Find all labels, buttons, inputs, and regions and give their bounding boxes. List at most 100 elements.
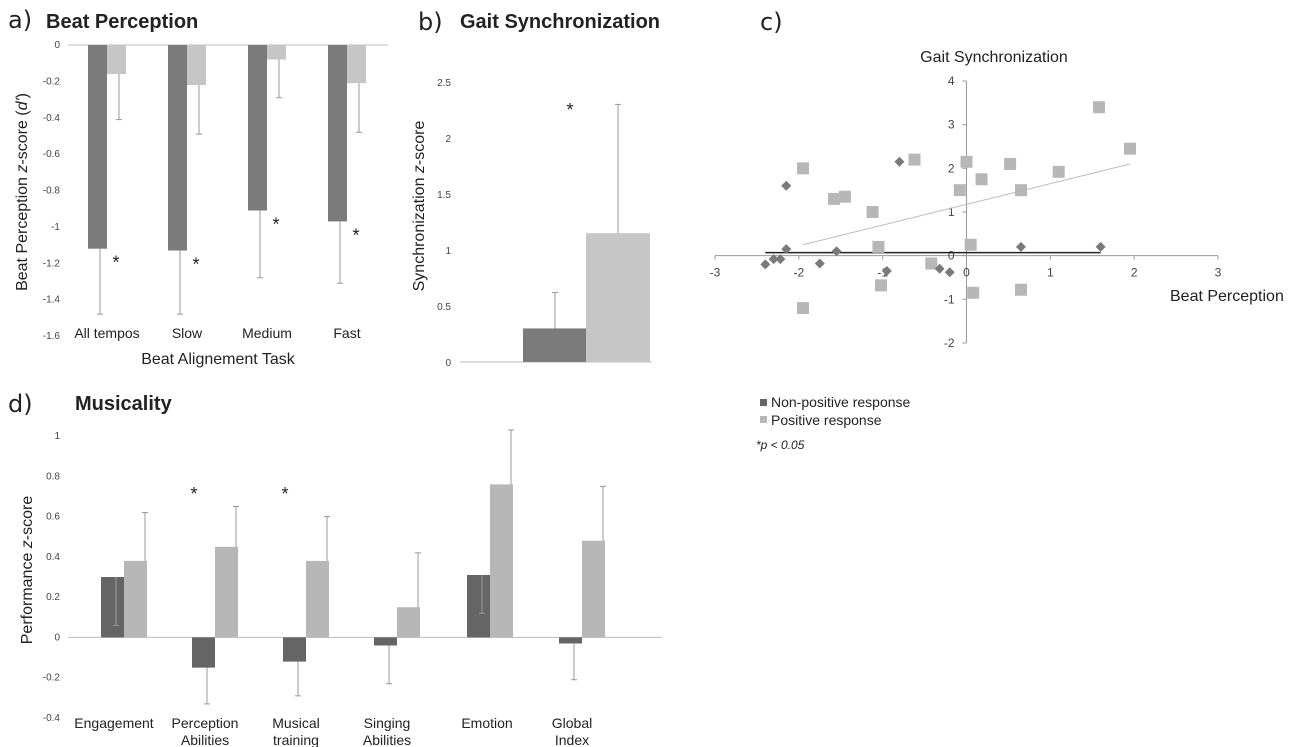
panel-b-bar-non-positive (523, 328, 586, 362)
panel-a-bar-non-positive (248, 45, 267, 211)
panel-a-bar-non-positive (168, 45, 187, 251)
panel-c-y-tick: 4 (948, 74, 955, 88)
panel-c-point-positive (828, 192, 841, 205)
panel-b-gait-synchronization: b) Gait Synchronization 0 0.5 1 1.5 2 2.5 * S… (411, 8, 660, 369)
panel-c-point-positive (874, 279, 887, 292)
panel-a-y-tick: 0 (54, 40, 60, 51)
legend: Non-positive response Positive response … (756, 394, 911, 452)
panel-c-point-non-positive (781, 180, 792, 191)
panel-a-bar-positive (267, 45, 286, 60)
panel-b-title: Gait Synchronization (460, 11, 660, 33)
panel-d-x-category: Abilities (363, 732, 411, 747)
panel-d-bar-positive (490, 484, 513, 638)
panel-a-bar-non-positive (328, 45, 347, 222)
panel-c-letter: c) (760, 8, 783, 36)
panel-c-point-non-positive (814, 258, 825, 269)
panel-c-point-positive (797, 162, 810, 175)
legend-swatch-non-positive (760, 399, 767, 406)
panel-a-x-category: Fast (333, 325, 360, 341)
panel-a-y-tick: -1.4 (43, 295, 61, 306)
panel-b-bar-positive (586, 233, 650, 362)
panel-c-x-tick: -3 (710, 266, 721, 280)
panel-c-point-positive (1092, 101, 1105, 114)
panel-a-x-category: All tempos (74, 325, 139, 341)
panel-b-y-tick: 1.5 (437, 190, 451, 201)
panel-d-y-tick: -0.2 (43, 673, 61, 684)
panel-c-point-positive (872, 240, 885, 253)
panel-a-x-category: Slow (172, 325, 203, 341)
panel-c-point-non-positive (1015, 241, 1026, 252)
panel-d-x-category: Emotion (461, 715, 512, 731)
panel-c-point-non-positive (781, 244, 792, 255)
panel-a-y-tick: -1 (51, 222, 60, 233)
panel-c-point-positive (967, 286, 980, 299)
panel-c-x-tick: 3 (1215, 266, 1222, 280)
panel-d-x-category: training (273, 732, 319, 747)
panel-d-title: Musicality (75, 393, 173, 415)
panel-d-y-tick: 0.2 (46, 592, 60, 603)
panel-d-bar-positive (215, 546, 238, 638)
panel-a-significance-star: * (352, 225, 359, 245)
panel-c-y-tick: -1 (944, 292, 955, 306)
panel-d-significance-star: * (190, 484, 197, 504)
panel-c-point-non-positive (944, 267, 955, 278)
panel-c-point-non-positive (1095, 241, 1106, 252)
panel-d-x-category: Engagement (74, 715, 154, 731)
panel-c-title: Gait Synchronization (920, 49, 1068, 66)
panel-c-y-tick: 0 (948, 249, 955, 263)
panel-c-x-tick: -1 (877, 266, 888, 280)
panel-b-y-tick: 1 (445, 246, 451, 257)
panel-a-title: Beat Perception (46, 11, 198, 33)
panel-c-point-non-positive (775, 254, 786, 265)
panel-c-point-non-positive (768, 254, 779, 265)
panel-c-point-non-positive (760, 259, 771, 270)
panel-d-significance-star: * (281, 484, 288, 504)
panel-d-y-tick: 1 (54, 431, 60, 442)
panel-c-x-tick: 0 (963, 266, 970, 280)
panel-c-point-positive (838, 190, 851, 203)
legend-label-non-positive: Non-positive response (771, 394, 911, 410)
panel-d-bar-non-positive (559, 637, 582, 644)
panel-c-x-tick: -2 (793, 266, 804, 280)
panel-d-bar-non-positive (101, 577, 124, 638)
panel-c-scatter: c) Gait Synchronization -3 -2 -1 0 1 2 3 -2 -1 1 2… (710, 8, 1284, 350)
panel-a-significance-star: * (112, 253, 119, 273)
panel-c-y-tick: 2 (948, 161, 955, 175)
panel-b-y-tick: 2.5 (437, 78, 451, 89)
panel-d-letter: d) (8, 390, 33, 418)
panel-c-y-tick: 3 (948, 118, 955, 132)
panel-c-point-non-positive (831, 246, 842, 257)
panel-c-point-positive (1052, 165, 1065, 178)
panel-a-y-tick: -1.6 (43, 331, 61, 342)
panel-b-significance-star: * (566, 100, 573, 120)
panel-c-point-positive (964, 238, 977, 251)
panel-d-x-category: Singing (364, 715, 411, 731)
panel-c-point-positive (953, 184, 966, 197)
panel-a-bar-positive (107, 45, 126, 75)
panel-a-x-title: Beat Alignement Task (141, 351, 296, 368)
panel-c-x-tick: 1 (1047, 266, 1054, 280)
panel-a-beat-perception: a) Beat Perception 0 -0.2 -0.4 -0.6 -0.8 -1 -1… (8, 6, 388, 368)
panel-c-x-title: Beat Perception (1170, 288, 1284, 305)
panel-c-point-positive (866, 206, 879, 218)
panel-d-x-category: Perception (172, 715, 239, 731)
panel-c-point-positive (975, 173, 988, 186)
panel-c-point-positive (1123, 142, 1136, 155)
panel-b-letter: b) (418, 8, 443, 36)
panel-a-y-tick: -0.4 (43, 113, 61, 124)
panel-a-y-tick: -0.6 (43, 149, 61, 160)
panel-d-bar-non-positive (283, 637, 306, 662)
panel-a-bar-positive (187, 45, 206, 86)
panel-d-y-title: Performance z-score (19, 496, 36, 645)
panel-c-point-positive (1014, 283, 1027, 296)
panel-d-y-tick: -0.4 (43, 713, 61, 724)
panel-d-bar-non-positive (192, 637, 215, 668)
panel-d-bar-positive (582, 540, 605, 638)
panel-a-significance-star: * (272, 215, 279, 235)
panel-c-trend-positive (802, 163, 1131, 246)
panel-b-y-tick: 0.5 (437, 302, 451, 313)
panel-a-y-tick: -0.2 (43, 76, 61, 87)
panel-d-bar-non-positive (467, 574, 490, 638)
panel-c-x-tick: 2 (1131, 266, 1138, 280)
